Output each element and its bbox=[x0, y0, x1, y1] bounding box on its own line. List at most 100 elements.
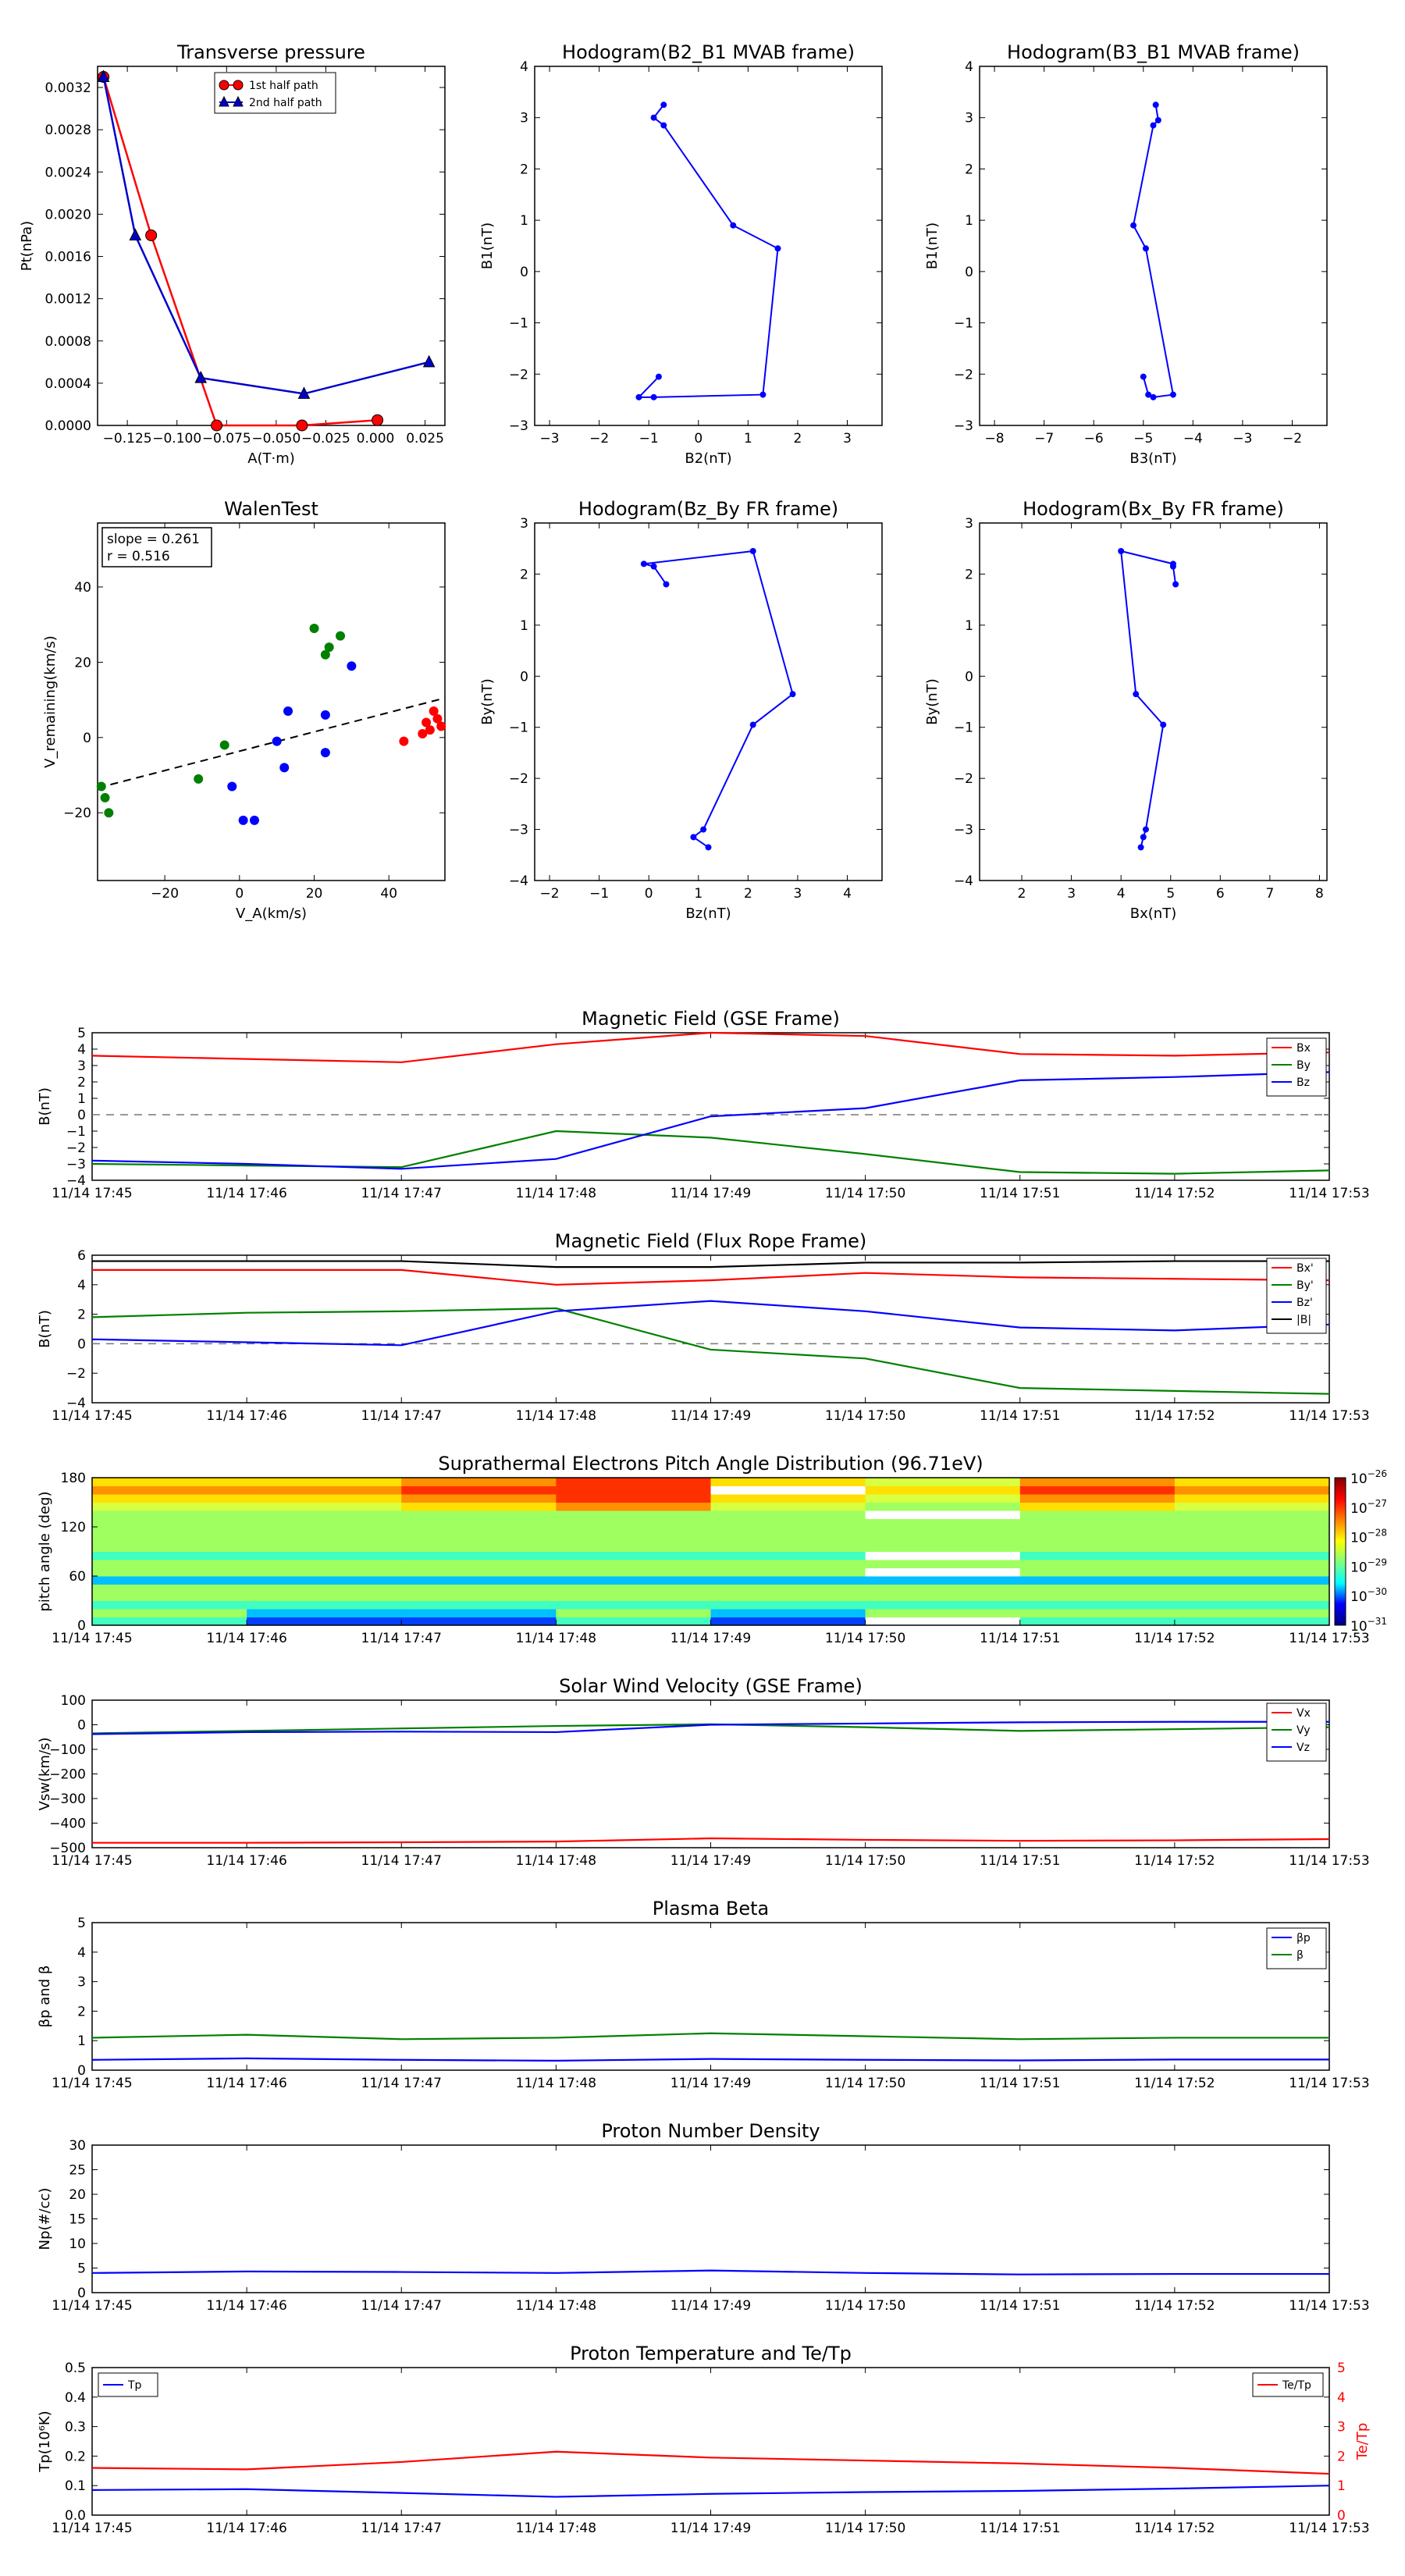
transverse-pressure-chart-xtick-label: −0.025 bbox=[301, 431, 350, 447]
walen-test-chart-point bbox=[324, 642, 334, 653]
heatmap-cell bbox=[247, 1560, 402, 1568]
heatmap-cell bbox=[401, 1560, 557, 1568]
walen-test-chart-point bbox=[432, 713, 443, 724]
heatmap-cell bbox=[92, 1543, 247, 1552]
heatmap-cell bbox=[1019, 1485, 1176, 1495]
heatmap-cell bbox=[1174, 1494, 1330, 1503]
magnetic-field-fr-chart-xtick-label: 11/14 17:47 bbox=[361, 1408, 442, 1424]
walen-test-chart-xtick-label: 0 bbox=[235, 886, 244, 902]
heatmap-cell bbox=[1174, 1551, 1330, 1560]
heatmap-cell bbox=[1019, 1518, 1176, 1528]
transverse-pressure-chart-ytick-label: 0.0028 bbox=[45, 123, 91, 138]
pitch-angle-heatmap-ylabel: pitch angle (deg) bbox=[37, 1491, 53, 1611]
transverse-pressure-chart-ytick-label: 0.0016 bbox=[45, 250, 91, 265]
heatmap-cell bbox=[1174, 1502, 1330, 1511]
magnetic-field-fr-chart-series-line bbox=[91, 1300, 1330, 1347]
heatmap-cell bbox=[92, 1527, 247, 1535]
heatmap-cell bbox=[247, 1543, 402, 1552]
heatmap-cell bbox=[92, 1617, 247, 1626]
magnetic-field-fr-chart-ytick-label: −4 bbox=[66, 1396, 86, 1411]
hodogram-b3b1-chart-title: Hodogram(B3_B1 MVAB frame) bbox=[1007, 41, 1300, 63]
hodogram-b3b1-chart-ytick-label: −1 bbox=[954, 316, 973, 332]
heatmap-cell bbox=[247, 1584, 402, 1593]
magnetic-field-gse-chart-ytick-label: −1 bbox=[66, 1124, 86, 1140]
solar-wind-velocity-chart: Solar Wind Velocity (GSE Frame) −500 −400 −… bbox=[37, 1675, 1370, 1869]
heatmap-cell bbox=[401, 1617, 557, 1626]
hodogram-bxby-chart-ytick-label: −3 bbox=[954, 823, 973, 838]
heatmap-cell bbox=[1019, 1551, 1176, 1560]
proton-temperature-chart-xtick-label: 11/14 17:52 bbox=[1134, 2521, 1215, 2536]
colorbar-label: 10−30 bbox=[1350, 1586, 1387, 1605]
proton-density-chart-ytick-label: 0 bbox=[77, 2286, 86, 2301]
magnetic-field-fr-chart: Magnetic Field (Flux Rope Frame) −4 −2 0 2 4 6… bbox=[37, 1230, 1370, 1424]
heatmap-cell bbox=[865, 1527, 1021, 1535]
walen-test-chart-point bbox=[336, 631, 346, 641]
proton-density-chart-ytick-label: 20 bbox=[69, 2187, 86, 2203]
walen-test-chart: WalenTest −20 0 20 40 −20 0 20 40 V_A(km/s) V_rema… bbox=[42, 498, 446, 922]
heatmap-cell bbox=[710, 1592, 866, 1601]
heatmap-cell bbox=[1019, 1592, 1176, 1601]
heatmap-cell bbox=[1174, 1560, 1330, 1568]
walen-test-chart-point bbox=[219, 740, 229, 750]
heatmap-cell bbox=[401, 1485, 557, 1495]
heatmap-cell bbox=[401, 1592, 557, 1601]
heatmap-cell bbox=[247, 1518, 402, 1528]
heatmap-cell bbox=[1174, 1584, 1330, 1593]
heatmap-cell bbox=[92, 1494, 247, 1503]
walen-test-chart-xtick-label: 40 bbox=[380, 886, 397, 902]
heatmap-cell bbox=[556, 1502, 711, 1511]
walen-test-chart-ytick-label: 0 bbox=[83, 731, 91, 746]
transverse-pressure-chart-point bbox=[211, 419, 223, 432]
proton-temperature-chart-series-line bbox=[91, 2485, 1330, 2498]
legend-marker bbox=[233, 80, 244, 91]
legend-label: Vy bbox=[1297, 1724, 1311, 1737]
walen-test-chart-point bbox=[249, 815, 259, 825]
solar-wind-velocity-chart-xtick-label: 11/14 17:48 bbox=[516, 1853, 596, 1869]
hodogram-b3b1-chart-point bbox=[1169, 391, 1176, 398]
legend-label: By bbox=[1297, 1059, 1311, 1072]
heatmap-cell bbox=[92, 1510, 247, 1519]
transverse-pressure-chart-point bbox=[97, 69, 110, 83]
walen-test-chart-point bbox=[96, 781, 106, 792]
transverse-pressure-chart-point bbox=[129, 228, 142, 240]
heatmap-cell bbox=[865, 1478, 1021, 1486]
proton-temperature-chart-xtick-label: 11/14 17:48 bbox=[516, 2521, 596, 2536]
hodogram-b3b1-chart-point bbox=[1150, 393, 1157, 400]
plasma-beta-chart-ytick-label: 2 bbox=[77, 2004, 86, 2019]
plasma-beta-chart-series-line bbox=[91, 2057, 1329, 2062]
heatmap-cell bbox=[710, 1502, 866, 1511]
proton-temperature-chart-ytick-label: 0.1 bbox=[65, 2478, 86, 2494]
walen-test-chart-point bbox=[422, 717, 432, 728]
colorbar-label: 10−26 bbox=[1350, 1468, 1387, 1487]
heatmap-cell bbox=[92, 1567, 247, 1577]
colorbar-exponent: −30 bbox=[1368, 1586, 1387, 1597]
hodogram-bzby-chart-ytick-label: −4 bbox=[509, 873, 528, 889]
plasma-beta-chart-xtick-label: 11/14 17:45 bbox=[52, 2076, 132, 2091]
proton-temperature-chart-ytick-label: 0.5 bbox=[65, 2361, 86, 2376]
legend-box bbox=[1266, 1258, 1327, 1334]
hodogram-bxby-chart-xtick-label: 7 bbox=[1265, 886, 1274, 902]
heatmap-cell bbox=[710, 1535, 866, 1544]
colorbar-exponent: −28 bbox=[1368, 1528, 1387, 1539]
heatmap-cell bbox=[92, 1560, 247, 1568]
heatmap-cell bbox=[865, 1494, 1021, 1503]
magnetic-field-fr-chart-xtick-label: 11/14 17:49 bbox=[670, 1408, 751, 1424]
plasma-beta-chart-xtick-label: 11/14 17:46 bbox=[206, 2076, 286, 2091]
pitch-angle-heatmap-title: Suprathermal Electrons Pitch Angle Distr… bbox=[438, 1453, 983, 1475]
hodogram-bxby-chart-point bbox=[1137, 844, 1144, 851]
right-ytick-label: 3 bbox=[1337, 2420, 1346, 2435]
heatmap-cell bbox=[247, 1478, 402, 1486]
heatmap-cell bbox=[865, 1485, 1021, 1495]
hodogram-b3b1-chart-xtick-label: −4 bbox=[1183, 431, 1203, 447]
heatmap-cell bbox=[401, 1527, 557, 1535]
transverse-pressure-chart-point bbox=[422, 354, 436, 368]
hodogram-b3b1-chart-xtick-label: −5 bbox=[1133, 431, 1153, 447]
hodogram-b2b1-chart-point bbox=[635, 393, 642, 400]
walen-test-chart-point bbox=[320, 649, 330, 660]
pitch-angle-heatmap-xtick-label: 11/14 17:49 bbox=[670, 1631, 751, 1646]
magnetic-field-gse-chart-ytick-label: 5 bbox=[77, 1026, 86, 1041]
plasma-beta-chart-ytick-label: 1 bbox=[77, 2033, 86, 2049]
hodogram-bzby-chart-ytick-label: 1 bbox=[520, 618, 528, 634]
heatmap-cell bbox=[556, 1485, 711, 1495]
